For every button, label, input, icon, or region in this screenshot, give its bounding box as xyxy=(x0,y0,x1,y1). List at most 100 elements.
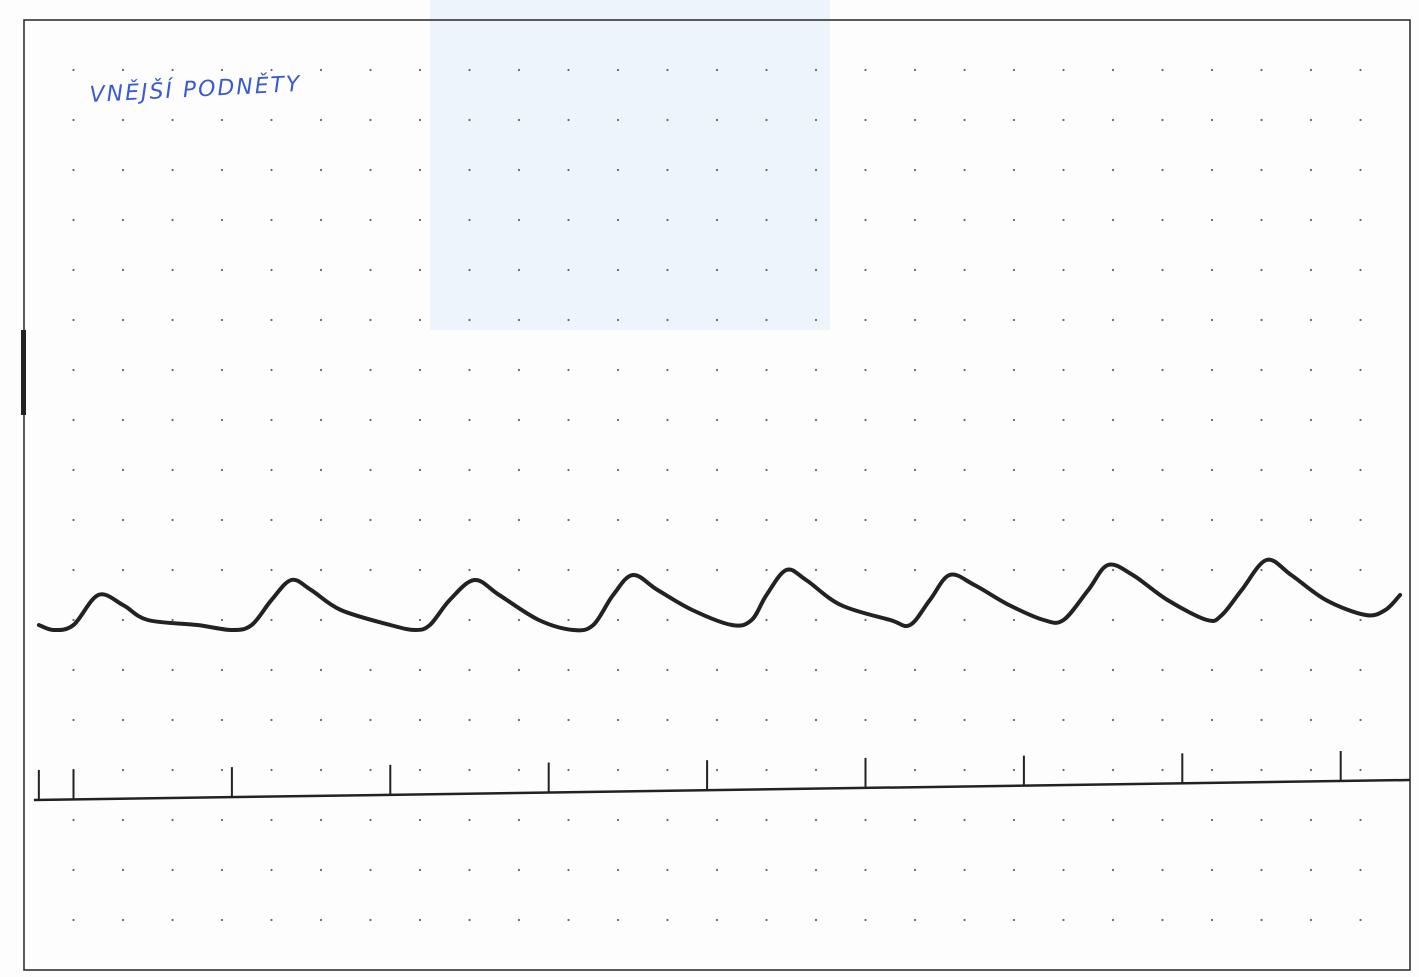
grid-dot xyxy=(369,318,372,322)
grid-dot xyxy=(913,918,917,922)
grid-dot xyxy=(1161,418,1164,422)
grid-dot xyxy=(72,468,75,472)
grid-dot xyxy=(1012,318,1016,322)
grid-dot xyxy=(616,168,620,172)
grid-dot xyxy=(1111,168,1115,172)
grid-dot xyxy=(1161,268,1164,272)
grid-dot xyxy=(1210,868,1214,872)
grid-dot xyxy=(1062,918,1065,922)
grid-dot xyxy=(765,418,768,422)
grid-dot xyxy=(1111,318,1115,322)
grid-dot xyxy=(72,718,75,722)
grid-dot xyxy=(319,368,323,372)
grid-dot xyxy=(1359,168,1362,172)
grid-dot xyxy=(1210,718,1214,722)
grid-dot xyxy=(567,868,570,872)
grid-dot xyxy=(72,268,75,272)
grid-dot xyxy=(1210,118,1214,122)
grid-dot xyxy=(1260,818,1263,822)
grid-dot xyxy=(814,68,818,72)
grid-dot xyxy=(1161,118,1164,122)
grid-dot xyxy=(220,418,224,422)
grid-dot xyxy=(814,418,818,422)
grid-dot xyxy=(270,718,273,722)
grid-dot xyxy=(1309,768,1313,772)
grid-dot xyxy=(220,518,224,522)
grid-dot xyxy=(319,768,323,772)
grid-dot xyxy=(517,68,521,72)
grid-dot xyxy=(715,668,719,672)
grid-dot xyxy=(1359,468,1362,472)
grid-dot xyxy=(517,168,521,172)
grid-dot xyxy=(468,768,471,772)
grid-dot xyxy=(171,568,174,572)
grid-dot xyxy=(814,918,818,922)
grid-dot xyxy=(715,868,719,872)
grid-dot xyxy=(963,718,966,722)
grid-dot xyxy=(1111,818,1115,822)
grid-dot xyxy=(171,768,174,772)
grid-dot xyxy=(666,768,669,772)
grid-dot xyxy=(517,318,521,322)
grid-dot xyxy=(1012,618,1016,622)
grid-dot xyxy=(814,218,818,222)
grid-dot xyxy=(220,718,224,722)
grid-dot xyxy=(319,118,323,122)
grid-dot xyxy=(319,618,323,622)
grid-dot xyxy=(814,368,818,372)
grid-dot xyxy=(270,118,273,122)
grid-dot xyxy=(220,368,224,372)
grid-dot xyxy=(517,768,521,772)
grid-dot xyxy=(765,868,768,872)
grid-dot xyxy=(666,468,669,472)
grid-dot xyxy=(418,468,422,472)
grid-dot xyxy=(616,318,620,322)
grid-dot xyxy=(864,918,867,922)
grid-dot xyxy=(1309,168,1313,172)
grid-dot xyxy=(220,868,224,872)
grid-dot xyxy=(1062,518,1065,522)
grid-dot xyxy=(666,818,669,822)
grid-dot xyxy=(567,818,570,822)
grid-dot xyxy=(171,518,174,522)
grid-dot xyxy=(319,68,323,72)
grid-dot xyxy=(864,268,867,272)
grid-dot xyxy=(765,518,768,522)
grid-dot xyxy=(1359,768,1362,772)
grid-dot xyxy=(765,68,768,72)
grid-dot xyxy=(616,618,620,622)
grid-dot xyxy=(1161,918,1164,922)
grid-dot xyxy=(765,268,768,272)
grid-dot xyxy=(963,218,966,222)
grid-dot xyxy=(1309,618,1313,622)
grid-dot xyxy=(72,918,75,922)
grid-dot xyxy=(1309,668,1313,672)
grid-dot xyxy=(814,268,818,272)
grid-dot xyxy=(567,718,570,722)
grid-dot xyxy=(468,718,471,722)
grid-dot xyxy=(418,868,422,872)
grid-dot xyxy=(616,518,620,522)
grid-dot xyxy=(369,468,372,472)
grid-dot xyxy=(616,868,620,872)
grid-dot xyxy=(369,168,372,172)
grid-dot xyxy=(319,568,323,572)
grid-dot xyxy=(1161,768,1164,772)
grid-dot xyxy=(121,318,125,322)
grid-dot xyxy=(1260,318,1263,322)
grid-dot xyxy=(319,718,323,722)
grid-dot xyxy=(418,268,422,272)
grid-dot xyxy=(121,218,125,222)
grid-dot xyxy=(270,518,273,522)
grid-dot xyxy=(1012,868,1016,872)
grid-dot xyxy=(715,568,719,572)
grid-dot xyxy=(814,768,818,772)
grid-dot xyxy=(616,68,620,72)
grid-dot xyxy=(814,618,818,622)
grid-dot xyxy=(864,518,867,522)
grid-dot xyxy=(1161,218,1164,222)
grid-dot xyxy=(567,268,570,272)
grid-dot xyxy=(517,518,521,522)
grid-dot xyxy=(369,418,372,422)
grid-dot xyxy=(369,768,372,772)
